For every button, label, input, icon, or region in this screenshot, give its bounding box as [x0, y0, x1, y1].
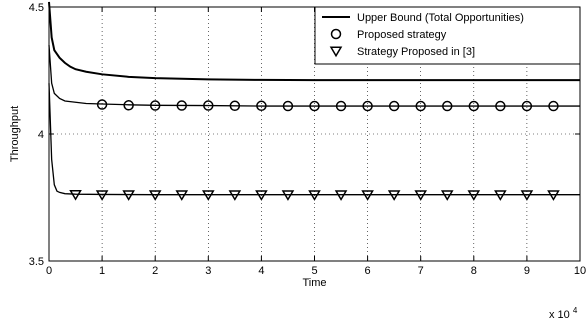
x-tick-label: 5	[311, 265, 317, 277]
data-point-triangle	[361, 190, 374, 201]
x-tick-label: 0	[46, 265, 52, 277]
data-point-triangle	[255, 190, 268, 201]
data-point-triangle	[95, 190, 109, 201]
data-point-circle	[468, 100, 480, 112]
x-tick-label: 1	[99, 265, 105, 277]
x-tick-label: 8	[471, 265, 477, 277]
grid-lines	[49, 7, 580, 261]
data-point-triangle	[148, 190, 162, 201]
series-layer	[48, 1, 580, 201]
data-point-circle	[335, 100, 347, 112]
data-point-circle	[256, 100, 267, 112]
data-point-circle	[388, 100, 400, 112]
data-point-triangle	[467, 190, 481, 201]
legend-swatch-triangle-marker	[329, 46, 343, 58]
x-tick-label: 2	[152, 265, 158, 277]
legend-swatch-circle-marker	[330, 28, 342, 40]
data-point-triangle	[69, 189, 82, 201]
y-tick-label: 4.5	[29, 2, 44, 14]
series-strategy-proposed-in-3	[48, 83, 580, 201]
data-point-circle	[415, 100, 426, 112]
data-point-circle	[495, 100, 506, 112]
legend-label-proposed-strategy: Proposed strategy	[357, 29, 447, 41]
data-point-triangle	[414, 190, 428, 201]
legend-label-upper-bound: Upper Bound (Total Opportunities)	[357, 12, 524, 24]
data-point-triangle	[175, 190, 189, 201]
data-point-circle	[282, 100, 294, 112]
x-tick-label: 10	[574, 265, 586, 277]
data-point-circle	[229, 100, 241, 112]
legend-box	[314, 6, 581, 65]
data-point-circle	[176, 100, 187, 111]
data-point-circle	[521, 100, 533, 112]
y-axis-label: Throughput	[9, 106, 21, 162]
x-tick-label: 7	[418, 265, 424, 277]
data-point-triangle	[334, 190, 348, 201]
x-axis-multiplier-exponent: 4	[573, 306, 578, 315]
legend: Upper Bound (Total Opportunities) Propos…	[314, 6, 581, 65]
data-point-triangle	[308, 190, 321, 201]
data-point-triangle	[440, 190, 454, 201]
data-point-triangle	[228, 190, 242, 201]
x-tick-label: 6	[365, 265, 371, 277]
data-point-circle	[362, 100, 373, 112]
data-point-triangle	[520, 190, 534, 201]
data-point-circle	[442, 100, 453, 112]
data-point-triangle	[387, 190, 401, 201]
data-point-circle	[548, 100, 559, 112]
series-upper-bound-total-opportunities	[48, 1, 580, 82]
data-point-triangle	[494, 190, 507, 201]
x-tick-label: 4	[258, 265, 264, 277]
series-proposed-strategy	[48, 45, 580, 112]
data-point-triangle	[122, 190, 135, 201]
y-tick-label: 3.5	[29, 256, 44, 268]
series-line	[48, 83, 580, 196]
x-tick-label: 3	[205, 265, 211, 277]
data-point-circle	[123, 100, 134, 111]
x-axis-multiplier-base: x 10	[549, 309, 570, 321]
data-point-triangle	[281, 190, 295, 201]
y-tick-label: 4	[38, 129, 44, 141]
x-axis-multiplier: x 10 4	[549, 306, 578, 321]
series-line	[48, 45, 580, 107]
data-point-triangle	[201, 190, 215, 201]
legend-label-strategy-ref3: Strategy Proposed in [3]	[357, 46, 475, 58]
series-line	[48, 1, 580, 82]
axis-ticks: 0 1 2 3 4 5 6 7 8 9 10 3.5 4 4.5	[29, 2, 586, 277]
x-axis-label: Time	[302, 277, 326, 289]
data-point-circle	[309, 100, 320, 112]
data-point-circle	[203, 100, 214, 111]
data-point-circle	[149, 100, 161, 111]
data-point-triangle	[547, 190, 560, 201]
x-tick-label: 9	[524, 265, 530, 277]
data-point-circle	[96, 99, 108, 110]
